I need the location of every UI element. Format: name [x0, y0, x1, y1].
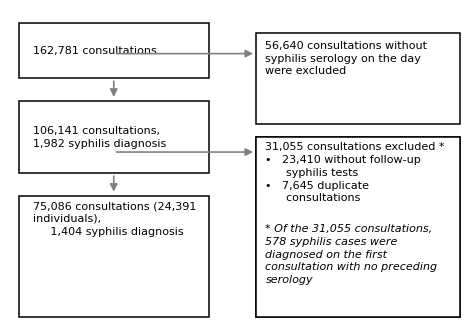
FancyBboxPatch shape	[19, 23, 209, 78]
FancyBboxPatch shape	[256, 33, 460, 124]
Text: 31,055 consultations excluded *
•   23,410 without follow-up
      syphilis test: 31,055 consultations excluded * • 23,410…	[265, 142, 445, 203]
FancyBboxPatch shape	[19, 196, 209, 317]
Text: 162,781 consultations: 162,781 consultations	[33, 46, 157, 56]
Text: 56,640 consultations without
syphilis serology on the day
were excluded: 56,640 consultations without syphilis se…	[265, 41, 428, 77]
Text: 106,141 consultations,
1,982 syphilis diagnosis: 106,141 consultations, 1,982 syphilis di…	[33, 126, 166, 149]
Text: * Of the 31,055 consultations,
578 syphilis cases were
diagnosed on the first
co: * Of the 31,055 consultations, 578 syphi…	[265, 224, 438, 285]
FancyBboxPatch shape	[256, 137, 460, 317]
FancyBboxPatch shape	[256, 137, 460, 317]
FancyBboxPatch shape	[19, 101, 209, 173]
Text: 75,086 consultations (24,391
individuals),
     1,404 syphilis diagnosis: 75,086 consultations (24,391 individuals…	[33, 201, 197, 237]
